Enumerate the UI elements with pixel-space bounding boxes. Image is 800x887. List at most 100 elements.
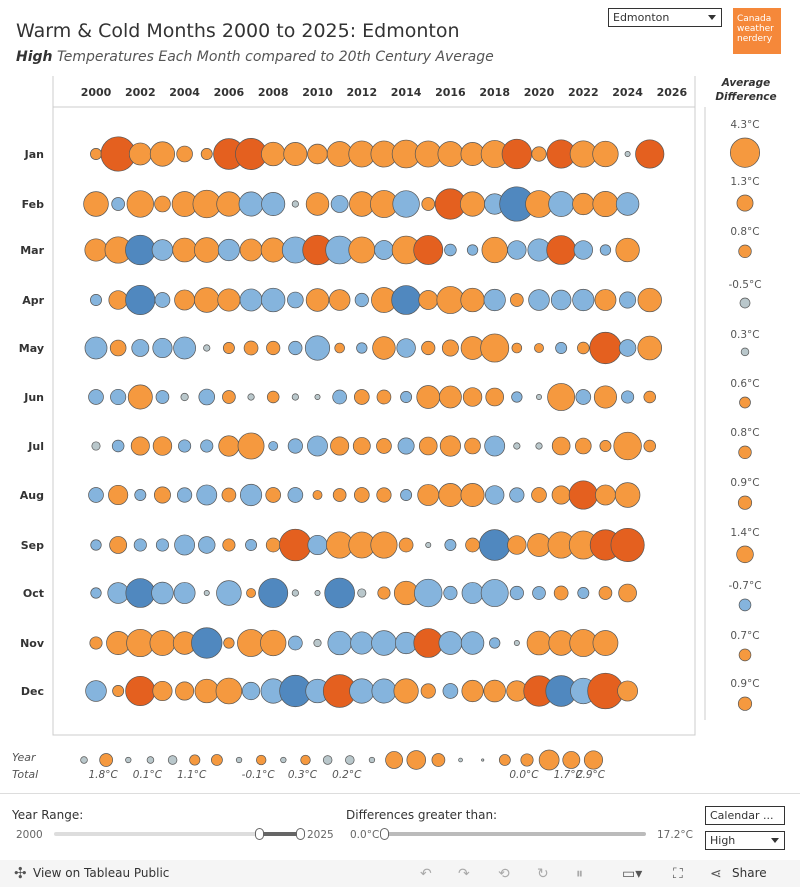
bubble-nov-2010[interactable] <box>313 638 322 648</box>
bubble-mar-2018[interactable] <box>481 236 508 264</box>
bubble-nov-2009[interactable] <box>288 635 303 651</box>
bubble-sep-2024[interactable] <box>610 527 645 563</box>
bubble-dec-2013[interactable] <box>371 678 397 704</box>
bubble-sep-2002[interactable] <box>133 538 147 552</box>
bubble-aug-2020[interactable] <box>531 487 547 503</box>
bubble-oct-2000[interactable] <box>90 587 102 599</box>
bubble-oct-2005[interactable] <box>203 590 210 596</box>
avg-difference-bubble[interactable] <box>737 495 753 510</box>
bubble-aug-2003[interactable] <box>153 486 171 504</box>
bubble-aug-2022[interactable] <box>568 480 598 510</box>
bubble-aug-2019[interactable] <box>509 487 525 503</box>
bubble-sep-2009[interactable] <box>279 528 312 562</box>
avg-difference-bubble[interactable] <box>738 648 752 662</box>
bubble-may-2013[interactable] <box>372 336 396 360</box>
bubble-feb-2014[interactable] <box>392 190 420 218</box>
bubble-jun-2025[interactable] <box>643 390 656 404</box>
avg-difference-bubble[interactable] <box>736 545 754 564</box>
bubble-jan-2005[interactable] <box>200 148 213 160</box>
bubble-apr-2023[interactable] <box>594 289 617 311</box>
bubble-sep-2010[interactable] <box>307 534 328 556</box>
year-total-bubble[interactable] <box>481 758 485 762</box>
bubble-mar-2007[interactable] <box>239 238 263 262</box>
bubble-may-2012[interactable] <box>356 342 368 354</box>
bubble-apr-2008[interactable] <box>261 287 286 313</box>
bubble-nov-2011[interactable] <box>327 630 352 656</box>
bubble-jun-2000[interactable] <box>88 389 104 405</box>
bubble-jul-2001[interactable] <box>111 439 125 453</box>
bubble-mar-2013[interactable] <box>374 240 394 260</box>
bubble-apr-2012[interactable] <box>354 292 369 308</box>
bubble-oct-2017[interactable] <box>461 582 484 604</box>
bubble-feb-2007[interactable] <box>238 191 264 217</box>
bubble-jun-2011[interactable] <box>332 389 347 405</box>
bubble-apr-2009[interactable] <box>287 291 304 309</box>
bubble-oct-2021[interactable] <box>553 585 569 601</box>
bubble-jan-2025[interactable] <box>635 139 665 169</box>
bubble-jan-2009[interactable] <box>283 141 308 167</box>
bubble-jul-2009[interactable] <box>287 438 303 454</box>
bubble-jul-2019[interactable] <box>513 442 521 450</box>
bubble-oct-2004[interactable] <box>173 582 196 604</box>
bubble-oct-2008[interactable] <box>258 578 289 608</box>
avg-difference-bubble[interactable] <box>738 244 752 259</box>
bubble-jan-2016[interactable] <box>437 141 464 167</box>
bubble-dec-2002[interactable] <box>125 675 156 707</box>
bubble-dec-2001[interactable] <box>112 685 125 697</box>
bubble-jul-2005[interactable] <box>200 439 214 453</box>
bubble-aug-2012[interactable] <box>353 487 370 503</box>
bubble-sep-2001[interactable] <box>109 536 128 554</box>
year-total-bubble[interactable] <box>458 757 463 763</box>
bubble-apr-2000[interactable] <box>90 294 102 306</box>
year-total-bubble[interactable] <box>256 754 267 766</box>
bubble-may-2006[interactable] <box>222 342 235 354</box>
bubble-oct-2015[interactable] <box>414 578 443 608</box>
bubble-oct-2023[interactable] <box>598 586 613 600</box>
bubble-apr-2019[interactable] <box>510 293 524 307</box>
bubble-apr-2015[interactable] <box>418 290 439 310</box>
bubble-mar-2003[interactable] <box>151 239 174 261</box>
bubble-aug-2001[interactable] <box>108 484 129 506</box>
bubble-apr-2004[interactable] <box>174 289 195 311</box>
bubble-nov-2020[interactable] <box>526 630 552 656</box>
bubble-mar-2022[interactable] <box>573 240 593 260</box>
bubble-feb-2009[interactable] <box>291 200 299 208</box>
bubble-jun-2009[interactable] <box>291 393 299 401</box>
bubble-mar-2016[interactable] <box>444 243 457 257</box>
bubble-feb-2015[interactable] <box>421 197 436 211</box>
avg-difference-bubble[interactable] <box>739 297 751 309</box>
bubble-apr-2021[interactable] <box>550 289 572 311</box>
bubble-sep-2019[interactable] <box>507 535 527 555</box>
bubble-jan-2003[interactable] <box>149 141 176 167</box>
bubble-apr-2014[interactable] <box>391 285 421 315</box>
year-total-bubble[interactable] <box>189 754 201 766</box>
bubble-aug-2011[interactable] <box>332 488 347 502</box>
bubble-may-2024[interactable] <box>618 339 637 357</box>
bubble-oct-2020[interactable] <box>532 586 546 600</box>
bubble-feb-2022[interactable] <box>572 192 595 216</box>
avg-difference-bubble[interactable] <box>738 445 752 460</box>
year-total-bubble[interactable] <box>322 755 333 765</box>
bubble-oct-2024[interactable] <box>618 583 637 603</box>
avg-difference-bubble[interactable] <box>739 396 751 409</box>
year-total-bubble[interactable] <box>498 754 511 766</box>
bubble-aug-2004[interactable] <box>177 487 193 503</box>
share-button[interactable]: Share <box>732 866 767 880</box>
bubble-aug-2009[interactable] <box>287 487 304 503</box>
bubble-jun-2005[interactable] <box>198 388 216 406</box>
bubble-aug-2007[interactable] <box>239 483 263 507</box>
bubble-dec-2017[interactable] <box>461 679 484 703</box>
bubble-sep-2008[interactable] <box>265 537 281 553</box>
bubble-sep-2020[interactable] <box>527 533 551 557</box>
bubble-apr-2005[interactable] <box>194 287 220 313</box>
fullscreen-icon[interactable]: ⛶ <box>673 866 683 882</box>
bubble-jun-2012[interactable] <box>353 389 370 405</box>
bubble-feb-2000[interactable] <box>83 191 109 217</box>
bubble-aug-2000[interactable] <box>88 487 104 503</box>
bubble-may-2019[interactable] <box>511 342 523 354</box>
avg-difference-bubble[interactable] <box>738 598 752 612</box>
bubble-jul-2000[interactable] <box>91 441 101 451</box>
refresh-icon[interactable]: ↻ <box>537 866 549 882</box>
bubble-jul-2024[interactable] <box>613 431 642 461</box>
bubble-jul-2002[interactable] <box>130 436 150 456</box>
